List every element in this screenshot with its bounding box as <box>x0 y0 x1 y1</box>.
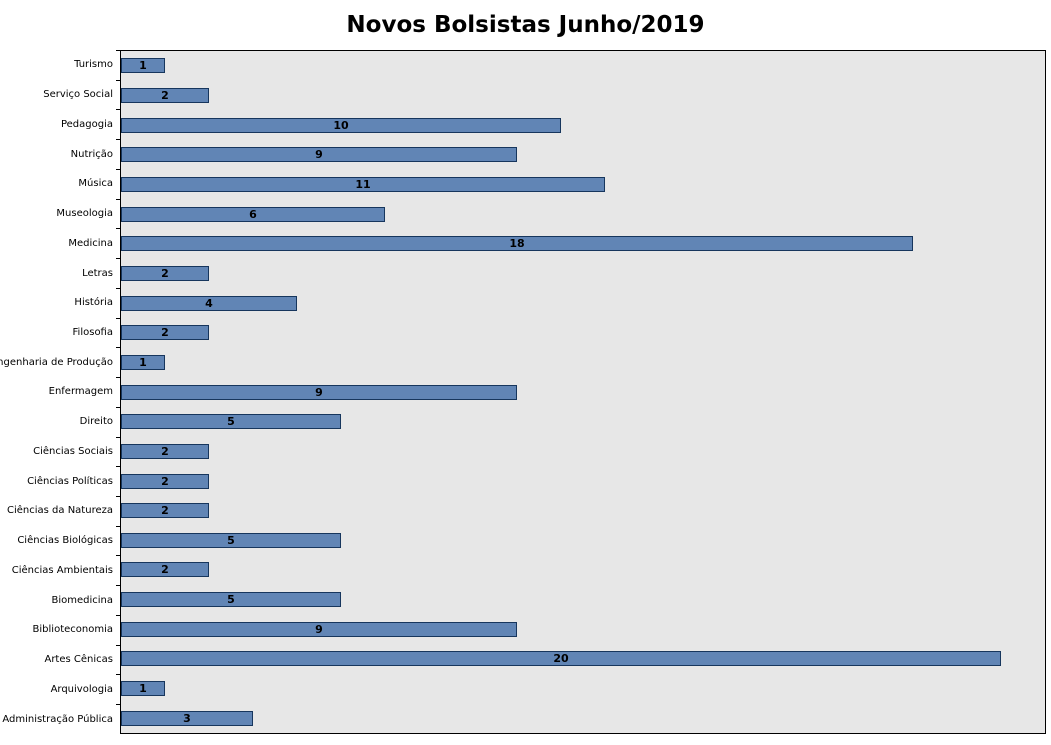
bar-row: 18 <box>121 229 1045 259</box>
bar: 2 <box>121 473 209 489</box>
category-label: Ciências Políticas <box>2 466 120 496</box>
bar-row: 2 <box>121 318 1045 348</box>
bar-value-label: 10 <box>333 118 349 132</box>
category-label: História <box>2 287 120 318</box>
bar: 2 <box>121 443 209 459</box>
bar-row: 2 <box>121 466 1045 496</box>
bar-value-label: 3 <box>183 711 191 725</box>
bar-value-label: 9 <box>315 148 323 162</box>
category-label: Enfermagem <box>2 377 120 407</box>
bar: 3 <box>121 710 253 726</box>
category-label: Nutrição <box>2 139 120 169</box>
bar-value-label: 4 <box>205 296 213 310</box>
bar: 2 <box>121 325 209 341</box>
category-label: Engenharia de Produção <box>0 347 120 377</box>
bar: 2 <box>121 562 209 578</box>
bar-row: 2 <box>121 555 1045 585</box>
bar-row: 5 <box>121 526 1045 556</box>
bar: 4 <box>121 295 297 311</box>
category-label: Artes Cênicas <box>2 644 120 675</box>
category-label: Serviço Social <box>2 79 120 110</box>
bar-row: 9 <box>121 377 1045 407</box>
bar-row: 5 <box>121 585 1045 615</box>
bar-row: 2 <box>121 81 1045 111</box>
bar-value-label: 5 <box>227 415 235 429</box>
bar: 2 <box>121 87 209 103</box>
bar-row: 6 <box>121 199 1045 229</box>
bar-row: 9 <box>121 140 1045 170</box>
bar-row: 10 <box>121 110 1045 140</box>
bar-value-label: 5 <box>227 533 235 547</box>
bar-row: 2 <box>121 437 1045 467</box>
bar-value-label: 5 <box>227 593 235 607</box>
bar-value-label: 2 <box>161 563 169 577</box>
bar-value-label: 2 <box>161 474 169 488</box>
bar: 1 <box>121 681 165 697</box>
bar: 6 <box>121 206 385 222</box>
category-label: Ciências da Natureza <box>2 496 120 526</box>
bar-value-label: 2 <box>161 504 169 518</box>
plot-area: 1 2 10 9 11 6 18 2 4 2 1 9 5 2 2 2 5 2 5 9 20 1 3 <box>120 50 1046 734</box>
category-label: Museologia <box>2 198 120 229</box>
bar: 20 <box>121 651 1001 667</box>
bar: 5 <box>121 532 341 548</box>
category-label: Pedagogia <box>2 109 120 139</box>
bar: 1 <box>121 58 165 74</box>
category-label: Arquivologia <box>2 674 120 704</box>
bar: 9 <box>121 384 517 400</box>
category-label: Administração Pública <box>2 704 120 734</box>
category-label: Ciências Biológicas <box>2 525 120 556</box>
bar-value-label: 1 <box>139 682 147 696</box>
category-label: Biomedicina <box>2 585 120 615</box>
bar-value-label: 2 <box>161 88 169 102</box>
chart-body: Turismo Serviço Social Pedagogia Nutrição Mú… <box>0 50 1046 734</box>
bar-value-label: 1 <box>139 59 147 73</box>
category-label: Medicina <box>2 228 120 258</box>
bar-value-label: 9 <box>315 622 323 636</box>
category-label: Biblioteconomia <box>2 614 120 645</box>
bar-row: 3 <box>121 703 1045 733</box>
category-label: Música <box>2 168 120 199</box>
bar: 1 <box>121 354 165 370</box>
bar-value-label: 11 <box>355 177 371 191</box>
bar-row: 20 <box>121 644 1045 674</box>
bar-row: 2 <box>121 496 1045 526</box>
bar-row: 1 <box>121 348 1045 378</box>
bar-value-label: 1 <box>139 355 147 369</box>
category-label: Direito <box>2 406 120 437</box>
bar-value-label: 20 <box>553 652 569 666</box>
bar-value-label: 2 <box>161 326 169 340</box>
chart-title: Novos Bolsistas Junho/2019 <box>346 12 705 38</box>
bar-value-label: 9 <box>315 385 323 399</box>
bar-row: 9 <box>121 614 1045 644</box>
bar-value-label: 18 <box>509 237 525 251</box>
bar-row: 11 <box>121 170 1045 200</box>
bar-value-label: 6 <box>249 207 257 221</box>
category-label: Ciências Sociais <box>2 436 120 467</box>
bar-row: 5 <box>121 407 1045 437</box>
bar: 10 <box>121 117 561 133</box>
bar: 2 <box>121 265 209 281</box>
category-label: Ciências Ambientais <box>2 555 120 585</box>
bar: 18 <box>121 236 913 252</box>
bar-value-label: 2 <box>161 444 169 458</box>
category-axis: Turismo Serviço Social Pedagogia Nutrição Mú… <box>0 50 120 734</box>
bar: 9 <box>121 621 517 637</box>
bar: 5 <box>121 592 341 608</box>
bar-value-label: 2 <box>161 266 169 280</box>
bar: 2 <box>121 503 209 519</box>
bar-row: 1 <box>121 674 1045 704</box>
bar: 11 <box>121 176 605 192</box>
bar-row: 1 <box>121 51 1045 81</box>
category-label: Turismo <box>2 50 120 80</box>
bar: 9 <box>121 147 517 163</box>
category-label: Filosofia <box>2 317 120 348</box>
bar: 5 <box>121 414 341 430</box>
category-label: Letras <box>2 258 120 288</box>
bar-row: 4 <box>121 288 1045 318</box>
bar-row: 2 <box>121 259 1045 289</box>
